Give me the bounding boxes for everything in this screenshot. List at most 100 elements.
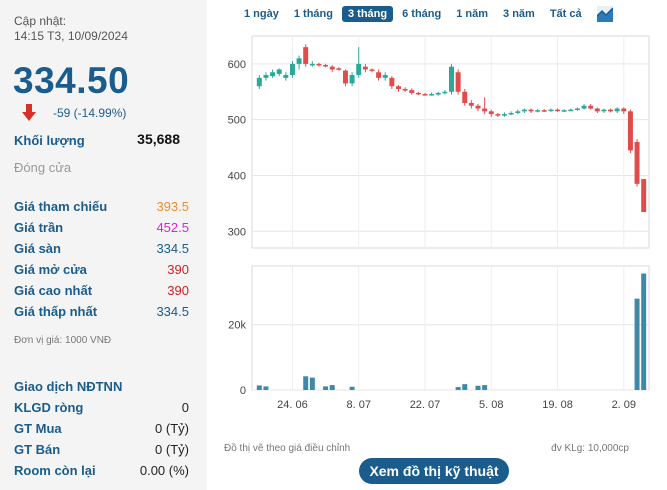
volume-bar [462, 384, 468, 390]
tab-3-months[interactable]: 3 tháng [341, 6, 394, 22]
candle-body [303, 47, 309, 64]
tab-1-year[interactable]: 1 năm [456, 8, 489, 20]
candle-body [594, 108, 600, 112]
candle-body [621, 108, 627, 112]
candle-body [535, 110, 541, 112]
tab-3-years[interactable]: 3 năm [503, 8, 535, 20]
foreign-row: GT Bán 0 (Tỷ) [14, 442, 189, 463]
volume-bar [329, 385, 335, 390]
timeframe-tabs: 1 ngày 1 tháng 3 tháng 6 tháng 1 năm 3 n… [238, 6, 613, 22]
candle-body [468, 102, 474, 106]
candle-body [502, 114, 508, 116]
volume-bar [303, 376, 309, 390]
update-info: Cập nhật: 14:15 T3, 10/09/2024 [14, 14, 128, 44]
foreign-label: KLGD ròng [14, 400, 84, 415]
volume-bar [349, 386, 355, 390]
candle-body [634, 142, 640, 184]
volume-bar [263, 386, 269, 390]
candle-body [462, 91, 468, 103]
candle-body [369, 69, 375, 71]
volume-unit-note: đv KLg: 10,000cp [551, 443, 629, 454]
stat-label: Giá sàn [14, 241, 61, 256]
volume-bar [309, 377, 315, 390]
stat-value: 334.5 [156, 241, 189, 256]
volume-value: 35,688 [137, 131, 180, 147]
candle-body [627, 111, 633, 151]
technical-chart-button[interactable]: Xem đồ thị kỹ thuật [359, 458, 509, 484]
candle-body [455, 72, 461, 92]
candle-body [270, 72, 276, 77]
stat-label: Giá trần [14, 220, 64, 235]
price-tick-label: 500 [228, 115, 246, 127]
stat-row: Giá cao nhất 390 [14, 283, 189, 304]
candle-body [608, 109, 614, 112]
foreign-label: Giao dịch NĐTNN [14, 379, 123, 394]
candle-body [276, 69, 282, 74]
candle-body [588, 105, 594, 109]
stat-row: Giá trần 452.5 [14, 220, 189, 241]
tab-all[interactable]: Tất cả [549, 8, 582, 20]
price-stats: Giá tham chiếu 393.5 Giá trần 452.5 Giá sà… [14, 199, 189, 325]
price-tick-label: 600 [228, 59, 246, 71]
chart-type-icon[interactable] [596, 6, 613, 22]
candle-body [382, 75, 388, 78]
candle-body [488, 111, 494, 115]
down-arrow-icon [22, 104, 36, 121]
stat-row: Giá tham chiếu 393.5 [14, 199, 189, 220]
candle-body [263, 75, 269, 78]
candle-body [475, 105, 481, 109]
candle-body [561, 110, 567, 112]
candle-body [641, 179, 647, 213]
left-panel: Cập nhật: 14:15 T3, 10/09/2024 334.50 -5… [0, 0, 207, 490]
foreign-value: 0 (Tỷ) [155, 421, 189, 436]
price-tick-label: 400 [228, 170, 246, 182]
x-tick-label: 8. 07 [346, 399, 370, 411]
current-price: 334.50 [13, 60, 130, 101]
candle-body [256, 77, 262, 87]
candle-body [495, 114, 501, 116]
candle-body [508, 112, 514, 115]
foreign-row: Room còn lại 0.00 (%) [14, 463, 189, 484]
price-change-value: -59 (-14.99%) [53, 106, 127, 120]
candle-body [336, 68, 342, 70]
candle-body [574, 108, 580, 111]
tab-1-day[interactable]: 1 ngày [244, 8, 279, 20]
volume-bar [482, 385, 488, 390]
stat-value: 393.5 [156, 199, 189, 214]
candle-body [449, 66, 454, 92]
candle-body [435, 92, 441, 95]
candle-body [482, 108, 488, 112]
foreign-value: 0.00 (%) [139, 463, 189, 478]
volume-bar [256, 385, 262, 390]
volume-tick-label: 0 [240, 385, 246, 397]
volume-bar [475, 385, 481, 390]
foreign-trading: Giao dịch NĐTNN KLGD ròng 0 GT Mua 0 (Tỷ) … [14, 379, 189, 484]
foreign-value: 0 (Tỷ) [155, 442, 189, 457]
volume-bar [634, 298, 640, 390]
candle-body [521, 109, 527, 112]
stat-value: 452.5 [156, 220, 189, 235]
candle-body [515, 111, 521, 113]
x-tick-label: 24. 06 [277, 399, 308, 411]
x-tick-label: 22. 07 [410, 399, 441, 411]
tab-1-month[interactable]: 1 tháng [293, 8, 333, 20]
price-volume-chart: 600 500 400 300 20k 0 24. 06 8. 07 22. 07 5. 08 19… [228, 35, 650, 411]
candle-body [555, 109, 561, 112]
candle-body [296, 58, 302, 64]
stat-row: Giá sàn 334.5 [14, 241, 189, 262]
x-tick-label: 19. 08 [542, 399, 573, 411]
foreign-row: Giao dịch NĐTNN [14, 379, 189, 400]
candle-body [541, 110, 547, 112]
x-tick-label: 5. 08 [479, 399, 503, 411]
stat-label: Giá cao nhất [14, 283, 93, 298]
candle-body [356, 63, 362, 76]
volume-bar [455, 387, 461, 390]
candle-body [389, 77, 395, 87]
tab-6-months[interactable]: 6 tháng [402, 8, 442, 20]
closing-label: Đóng cửa [14, 160, 72, 175]
stat-value: 390 [167, 262, 189, 277]
foreign-label: Room còn lại [14, 463, 96, 478]
volume-plot-frame [251, 265, 650, 391]
volume-bar [323, 386, 329, 390]
stat-label: Giá mở cửa [14, 262, 87, 277]
